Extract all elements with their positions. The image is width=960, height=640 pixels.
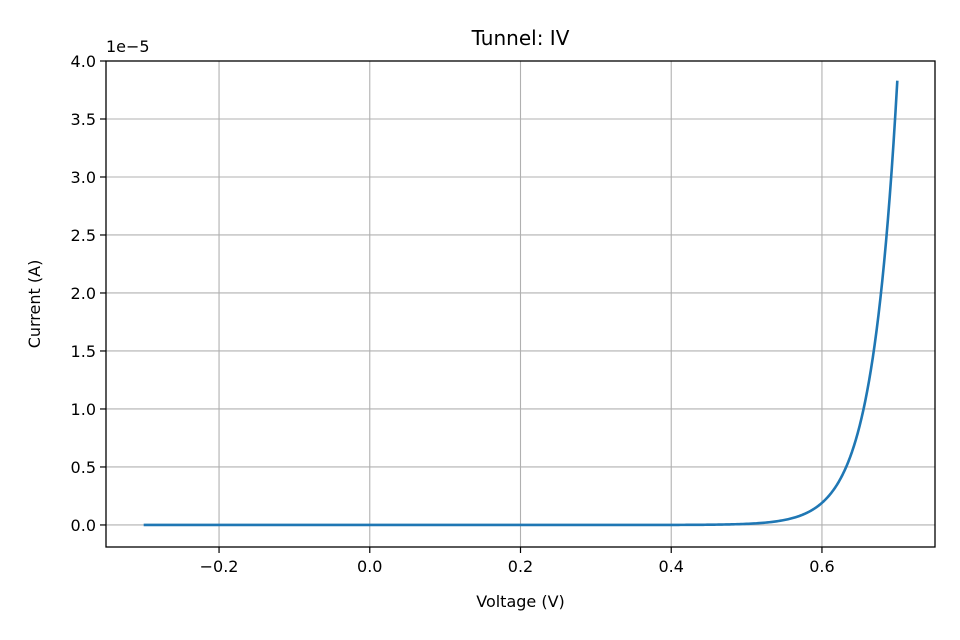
chart-title: Tunnel: IV xyxy=(471,26,570,50)
y-tick-label: 3.0 xyxy=(71,168,96,187)
x-tick-label: 0.0 xyxy=(357,557,382,576)
y-tick-label: 1.0 xyxy=(71,400,96,419)
y-tick-label: 2.5 xyxy=(71,226,96,245)
y-axis: 0.0 0.5 1.0 1.5 2.0 2.5 3.0 3.5 4.0 xyxy=(71,52,106,535)
y-tick-label: 4.0 xyxy=(71,52,96,71)
x-tick-label: 0.4 xyxy=(659,557,684,576)
grid xyxy=(106,60,935,547)
series-line xyxy=(143,80,899,527)
x-tick-label: −0.2 xyxy=(200,557,239,576)
y-offset-text: 1e−5 xyxy=(106,37,150,56)
plot-area xyxy=(143,80,899,527)
y-tick-label: 1.5 xyxy=(71,342,96,361)
y-tick-label: 0.0 xyxy=(71,516,96,535)
y-tick-label: 0.5 xyxy=(71,458,96,477)
x-axis-label: Voltage (V) xyxy=(476,592,565,611)
x-tick-label: 0.2 xyxy=(508,557,533,576)
x-axis: −0.2 0.0 0.2 0.4 0.6 xyxy=(200,547,835,576)
y-tick-label: 3.5 xyxy=(71,110,96,129)
x-tick-label: 0.6 xyxy=(809,557,834,576)
y-axis-label: Current (A) xyxy=(25,260,44,349)
y-tick-label: 2.0 xyxy=(71,284,96,303)
